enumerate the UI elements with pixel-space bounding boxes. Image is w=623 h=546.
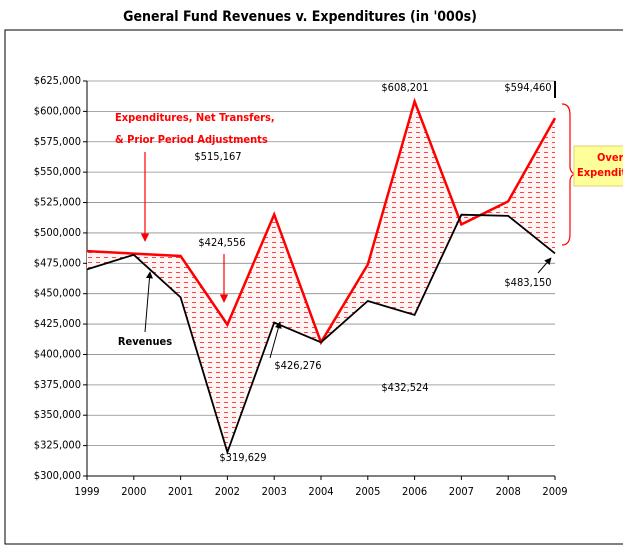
annotation: Over- (597, 151, 623, 164)
x-tick-label: 2004 (308, 485, 333, 498)
note-box (573, 145, 623, 187)
x-tick-label: 1999 (74, 485, 99, 498)
gap-fill (87, 101, 555, 453)
y-tick-label: $425,000 (34, 317, 81, 330)
annotation: Expenditures, Net Transfers, (115, 111, 275, 124)
data-label: $426,276 (274, 359, 321, 372)
y-tick-label: $400,000 (34, 347, 81, 360)
x-tick-label: 2003 (262, 485, 287, 498)
legend-label: Revenues (118, 335, 172, 348)
data-label: $594,460 (504, 81, 551, 94)
data-label: $424,556 (198, 236, 245, 249)
y-tick-label: $550,000 (34, 165, 81, 178)
y-tick-label: $475,000 (34, 256, 81, 269)
y-tick-label: $600,000 (34, 104, 81, 117)
arrow (144, 271, 153, 333)
arrow (537, 257, 552, 274)
y-tick-label: $375,000 (34, 378, 81, 391)
x-tick-label: 2005 (355, 485, 380, 498)
data-label: $319,629 (219, 451, 266, 464)
x-tick-label: 2001 (168, 485, 193, 498)
annotation: & Prior Period Adjustments (115, 133, 268, 146)
y-tick-label: $575,000 (34, 135, 81, 148)
y-tick-label: $625,000 (34, 74, 81, 87)
y-tick-label: $450,000 (34, 287, 81, 300)
y-tick-label: $500,000 (34, 226, 81, 239)
data-label: $515,167 (194, 150, 241, 163)
arrow (269, 321, 282, 359)
data-label: $608,201 (381, 81, 428, 94)
series-line (86, 213, 556, 456)
y-tick-label: $300,000 (34, 469, 81, 482)
x-tick-label: 2002 (215, 485, 240, 498)
x-tick-label: 2009 (542, 485, 567, 498)
chart-border (4, 29, 623, 545)
y-tick-label: $325,000 (34, 439, 81, 452)
x-tick-label: 2000 (121, 485, 146, 498)
x-tick-label: 2008 (496, 485, 521, 498)
y-tick-label: $525,000 (34, 196, 81, 209)
data-label: $483,150 (504, 276, 551, 289)
x-tick-label: 2007 (449, 485, 474, 498)
annotation: Expenditure (577, 166, 623, 179)
y-tick-label: $350,000 (34, 408, 81, 421)
x-tick-label: 2006 (402, 485, 427, 498)
chart-title: General Fund Revenues v. Expenditures (i… (123, 9, 477, 25)
data-label: $432,524 (381, 381, 428, 394)
